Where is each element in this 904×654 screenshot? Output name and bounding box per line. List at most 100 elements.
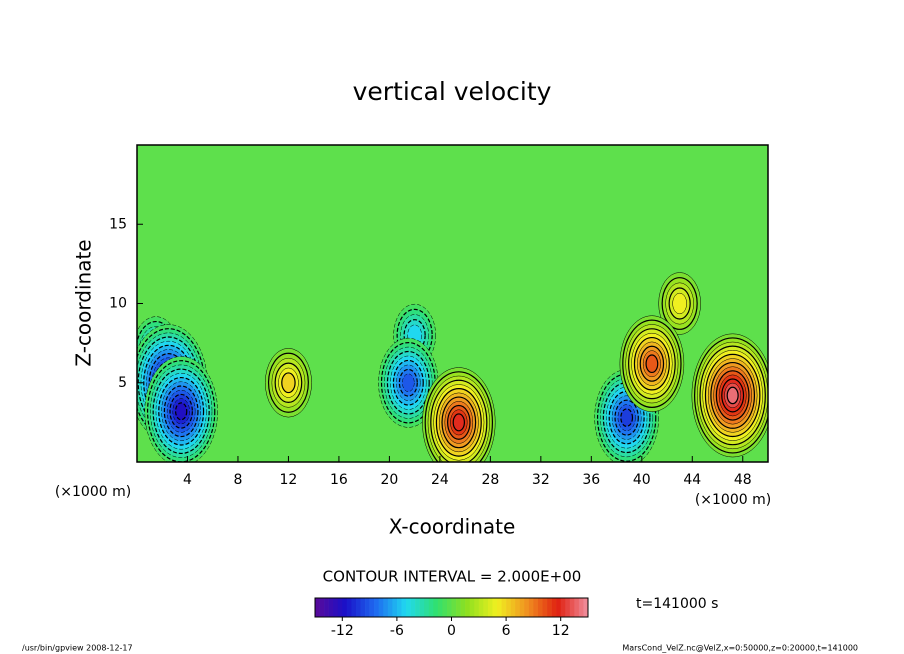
colorbar-cell bbox=[360, 598, 366, 617]
colorbar-cell bbox=[551, 598, 557, 617]
colorbar-cell bbox=[415, 598, 420, 617]
contour-level bbox=[402, 373, 415, 392]
colorbar-cell bbox=[460, 598, 466, 617]
colorbar-cell bbox=[319, 598, 325, 617]
colorbar-cell bbox=[337, 598, 343, 617]
colorbar-cell bbox=[537, 598, 543, 617]
x-tick-label: 20 bbox=[380, 472, 398, 488]
x-tick-label: 36 bbox=[582, 472, 600, 488]
colorbar-cell bbox=[419, 598, 425, 617]
y-tick-label: 5 bbox=[118, 375, 127, 391]
y-tick-label: 15 bbox=[109, 216, 127, 232]
contour-level bbox=[281, 372, 296, 394]
colorbar-cell bbox=[383, 598, 389, 617]
footer-right: MarsCond_VelZ.nc@VelZ,x=0:50000,z=0:2000… bbox=[622, 644, 858, 653]
colorbar-cell bbox=[547, 598, 552, 617]
x-tick-label: 32 bbox=[532, 472, 550, 488]
colorbar-tick-label: 6 bbox=[502, 623, 511, 639]
colorbar-cell bbox=[469, 598, 475, 617]
x-tick-label: 40 bbox=[633, 472, 651, 488]
colorbar-cell bbox=[497, 598, 502, 617]
colorbar-cell bbox=[433, 598, 439, 617]
colorbar-cell bbox=[355, 598, 361, 617]
colorbar-cell bbox=[506, 598, 511, 617]
colorbar-cell bbox=[369, 598, 375, 617]
colorbar-cell bbox=[560, 598, 566, 617]
colorbar-cell bbox=[346, 598, 352, 617]
colorbar-tick-label: 12 bbox=[552, 623, 570, 639]
y-unit: (×1000 m) bbox=[55, 484, 131, 500]
colorbar-cell bbox=[342, 598, 348, 617]
x-tick-label: 16 bbox=[330, 472, 348, 488]
contour-level bbox=[620, 408, 634, 427]
colorbar-cell bbox=[510, 598, 516, 617]
colorbar-cell bbox=[574, 598, 580, 617]
colorbar-cell bbox=[387, 598, 393, 617]
extremum bbox=[264, 348, 312, 418]
x-tick-label: 24 bbox=[431, 472, 449, 488]
extremum bbox=[144, 356, 218, 462]
colorbar-cell bbox=[501, 598, 507, 617]
time-label: t=141000 s bbox=[636, 596, 718, 612]
y-axis-label: Z-coordinate bbox=[72, 239, 96, 366]
colorbar-cell bbox=[392, 598, 398, 617]
colorbar-cell bbox=[515, 598, 521, 617]
colorbar-cell bbox=[456, 598, 461, 617]
contour-interval: CONTOUR INTERVAL = 2.000E+00 bbox=[323, 568, 582, 586]
x-tick-label: 28 bbox=[481, 472, 499, 488]
field bbox=[137, 272, 768, 462]
colorbar-cell bbox=[396, 598, 402, 617]
colorbar-cell bbox=[410, 598, 416, 617]
contour-level bbox=[726, 386, 739, 405]
colorbar-cell bbox=[483, 598, 489, 617]
colorbar-cell bbox=[533, 598, 539, 617]
colorbar-tick-label: -6 bbox=[390, 623, 404, 639]
extremum bbox=[619, 315, 685, 412]
colorbar-cell bbox=[424, 598, 430, 617]
colorbar-cell bbox=[446, 598, 452, 617]
colorbar-cell bbox=[565, 598, 571, 617]
colorbar-cell bbox=[492, 598, 498, 617]
colorbar-cell bbox=[351, 598, 357, 617]
colorbar-cell bbox=[465, 598, 470, 617]
contour-level bbox=[452, 413, 466, 432]
x-tick-label: 12 bbox=[280, 472, 298, 488]
colorbar-cell bbox=[442, 598, 448, 617]
colorbar-cell bbox=[401, 598, 407, 617]
colorbar-cell bbox=[542, 598, 548, 617]
colorbar-cell bbox=[374, 598, 379, 617]
y-tick-label: 10 bbox=[109, 296, 127, 312]
colorbar-cell bbox=[333, 598, 339, 617]
extremum bbox=[422, 367, 496, 462]
colorbar-cell bbox=[487, 598, 493, 617]
colorbar-cell bbox=[524, 598, 530, 617]
colorbar-cell bbox=[365, 598, 370, 617]
colorbar-cell bbox=[583, 598, 589, 617]
contour-level bbox=[174, 402, 188, 421]
footer-left: /usr/bin/gpview 2008-12-17 bbox=[22, 644, 133, 653]
x-axis-label: X-coordinate bbox=[389, 515, 516, 539]
x-tick-label: 44 bbox=[683, 472, 701, 488]
x-tick-label: 8 bbox=[233, 472, 242, 488]
colorbar-cell bbox=[519, 598, 525, 617]
colorbar-cell bbox=[428, 598, 434, 617]
colorbar-cell bbox=[556, 598, 561, 617]
chart-title: vertical velocity bbox=[353, 77, 552, 106]
colorbar-cell bbox=[478, 598, 484, 617]
x-unit: (×1000 m) bbox=[695, 492, 771, 508]
colorbar-tick-label: 0 bbox=[447, 623, 456, 639]
contour-level bbox=[645, 354, 659, 374]
colorbar-cell bbox=[569, 598, 575, 617]
colorbar-cell bbox=[437, 598, 443, 617]
colorbar-cell bbox=[406, 598, 411, 617]
x-tick-label: 48 bbox=[734, 472, 752, 488]
colorbar-cell bbox=[324, 598, 329, 617]
colorbar-cell bbox=[378, 598, 384, 617]
colorbar-cell bbox=[315, 598, 320, 617]
colorbar-cell bbox=[451, 598, 457, 617]
extremum bbox=[691, 333, 768, 458]
colorbar-tick-label: -12 bbox=[331, 623, 354, 639]
colorbar-cell bbox=[328, 598, 334, 617]
x-tick-label: 4 bbox=[183, 472, 192, 488]
